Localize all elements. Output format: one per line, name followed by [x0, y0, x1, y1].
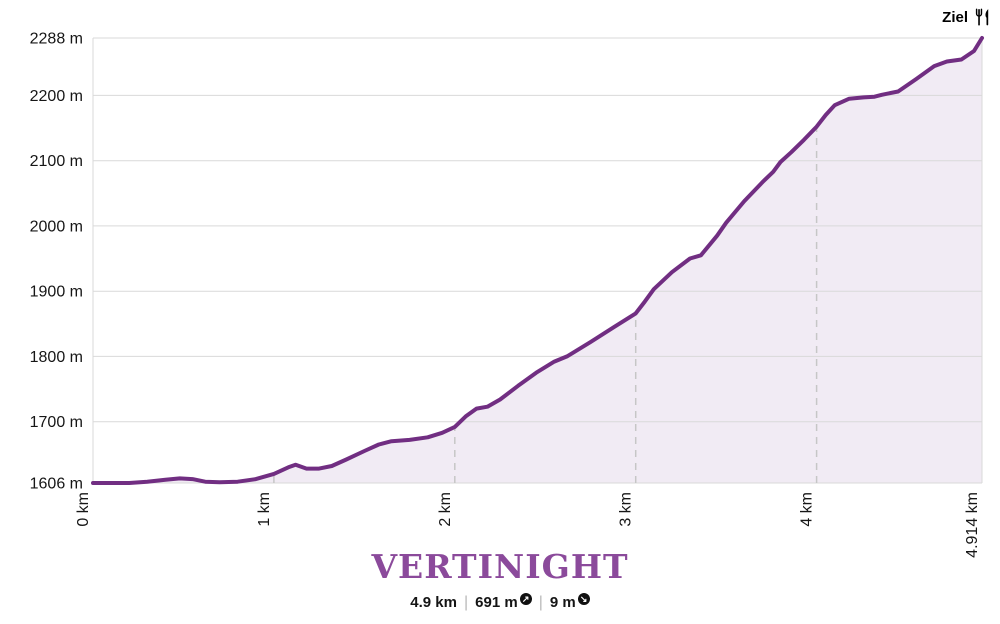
- x-axis-label: 1 km: [256, 492, 273, 527]
- y-axis-label: 1900 m: [30, 284, 83, 301]
- ascent-icon: ↗: [519, 593, 532, 605]
- finish-label: Ziel: [942, 8, 991, 26]
- finish-label-text: Ziel: [942, 8, 968, 26]
- descent-value: 9 m: [549, 594, 576, 611]
- y-axis-label: 1700 m: [30, 414, 83, 431]
- y-axis-label: 2200 m: [30, 88, 83, 105]
- stats-separator: |: [538, 594, 543, 611]
- y-axis-label: 1606 m: [30, 476, 83, 493]
- descent-icon: ↘: [577, 593, 590, 605]
- elevation-line: [91, 36, 984, 485]
- x-axis-label: 2 km: [437, 492, 454, 527]
- distance-value: 4.9 km: [410, 594, 457, 611]
- y-axis-label: 2288 m: [30, 31, 83, 48]
- x-axis-label: 3 km: [618, 492, 635, 527]
- y-axis-label: 2100 m: [30, 153, 83, 170]
- y-axis-label: 1800 m: [30, 349, 83, 366]
- x-axis-label: 0 km: [75, 492, 92, 527]
- route-title: VERTINIGHT: [371, 547, 629, 586]
- y-axis-label: 2000 m: [30, 218, 83, 235]
- x-axis-label: 4.914 km: [964, 492, 981, 558]
- ascent-value: 691 m: [475, 594, 518, 611]
- x-axis-label: 4 km: [799, 492, 816, 527]
- stats-separator: |: [463, 594, 469, 611]
- elevation-area: [93, 38, 982, 483]
- route-stats: 4.9 km | 691 m ↗ | 9 m ↘: [0, 593, 1000, 612]
- restaurant-icon: [975, 8, 989, 26]
